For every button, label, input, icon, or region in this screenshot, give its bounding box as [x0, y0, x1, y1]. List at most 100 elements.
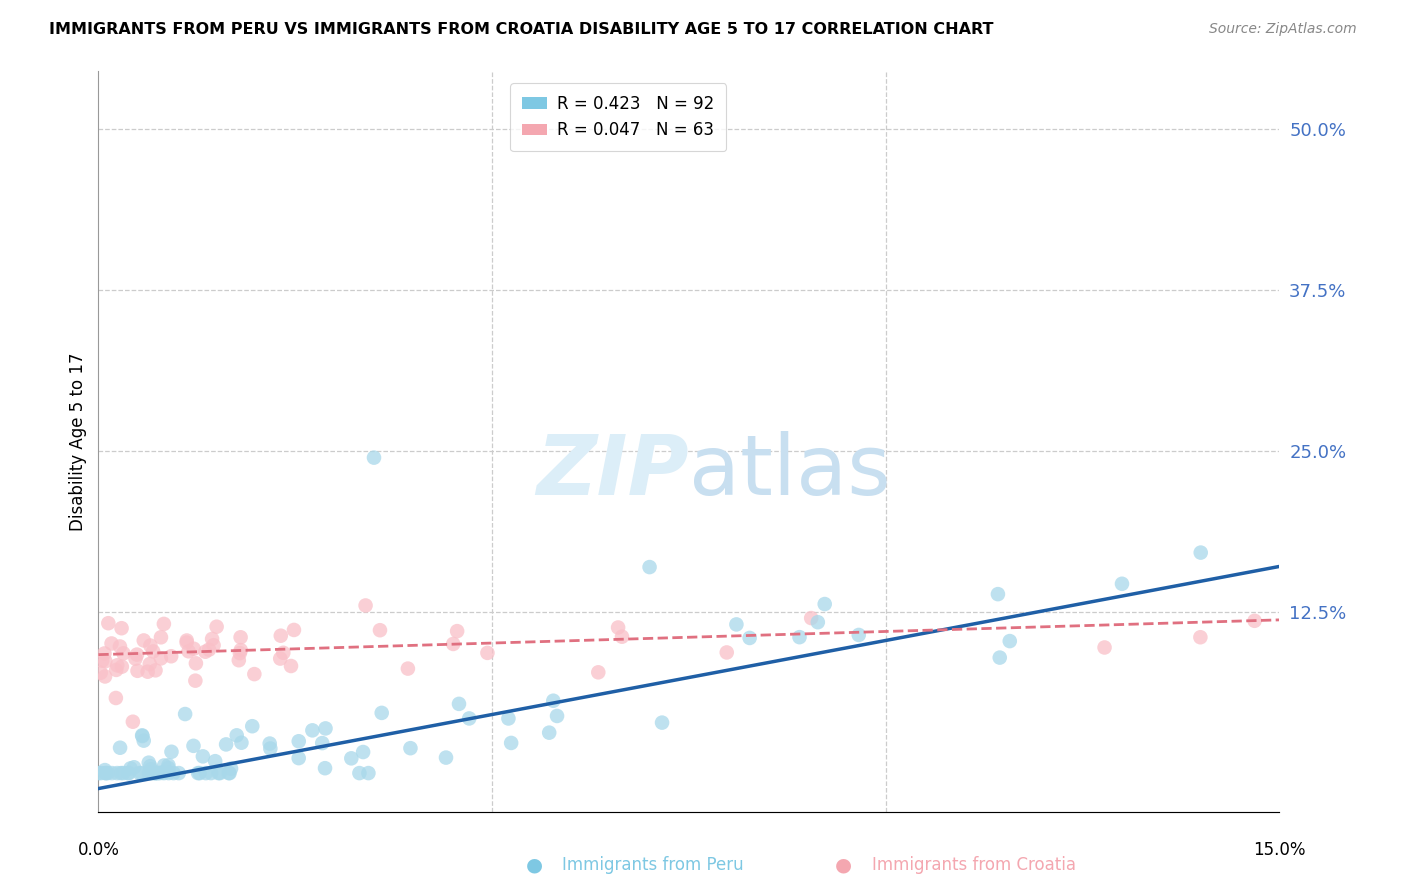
Point — [638, 560, 661, 574]
Point — [240, 719, 263, 733]
Point — [270, 629, 292, 643]
Text: IMMIGRANTS FROM PERU VS IMMIGRANTS FROM CROATIA DISABILITY AGE 5 TO 17 CORRELATI: IMMIGRANTS FROM PERU VS IMMIGRANTS FROM … — [49, 22, 994, 37]
Point — [215, 738, 238, 752]
Point — [208, 766, 231, 780]
Point — [97, 766, 120, 780]
Point — [458, 711, 481, 725]
Point — [501, 736, 523, 750]
Point — [90, 665, 112, 680]
Point — [228, 653, 250, 667]
Point — [146, 766, 169, 780]
Point — [987, 587, 1010, 601]
Point — [183, 739, 205, 753]
Point — [546, 709, 568, 723]
Point — [314, 761, 336, 775]
Point — [447, 697, 470, 711]
Point — [187, 766, 209, 780]
Point — [157, 758, 180, 772]
Point — [149, 630, 172, 644]
Point — [800, 611, 823, 625]
Point — [269, 651, 291, 665]
Point — [160, 649, 183, 664]
Point — [153, 758, 176, 772]
Text: ●: ● — [526, 855, 543, 875]
Point — [498, 711, 520, 725]
Point — [101, 766, 124, 780]
Point — [229, 643, 252, 657]
Point — [259, 741, 281, 756]
Point — [229, 646, 252, 660]
Point — [352, 745, 374, 759]
Point — [201, 632, 224, 646]
Point — [108, 640, 131, 654]
Point — [283, 623, 305, 637]
Point — [716, 645, 738, 659]
Point — [354, 599, 377, 613]
Point — [139, 762, 162, 776]
Text: ZIP: ZIP — [536, 431, 689, 512]
Point — [120, 761, 142, 775]
Text: 15.0%: 15.0% — [1253, 841, 1306, 859]
Point — [194, 645, 217, 659]
Point — [225, 728, 247, 742]
Point — [153, 616, 176, 631]
Point — [162, 766, 184, 780]
Point — [725, 617, 748, 632]
Point — [87, 766, 110, 780]
Point — [205, 620, 228, 634]
Point — [363, 450, 385, 465]
Point — [218, 766, 240, 780]
Point — [301, 723, 323, 738]
Point — [271, 646, 294, 660]
Point — [340, 751, 363, 765]
Point — [91, 654, 114, 668]
Point — [157, 766, 180, 780]
Point — [789, 630, 811, 644]
Text: ●: ● — [835, 855, 852, 875]
Point — [145, 663, 167, 677]
Point — [349, 766, 371, 780]
Point — [370, 706, 392, 720]
Point — [848, 628, 870, 642]
Point — [219, 762, 242, 776]
Point — [280, 659, 302, 673]
Point — [150, 765, 173, 780]
Point — [105, 658, 128, 673]
Point — [139, 759, 162, 773]
Point — [1189, 546, 1212, 560]
Point — [588, 665, 610, 680]
Point — [176, 635, 198, 649]
Point — [202, 638, 225, 652]
Point — [110, 621, 132, 635]
Point — [807, 615, 830, 630]
Point — [157, 761, 180, 775]
Point — [368, 624, 391, 638]
Point — [184, 657, 207, 671]
Point — [998, 634, 1021, 648]
Point — [538, 725, 561, 739]
Point — [149, 651, 172, 665]
Point — [122, 714, 145, 729]
Point — [446, 624, 468, 639]
Point — [136, 665, 159, 679]
Point — [105, 766, 128, 780]
Point — [118, 766, 141, 780]
Point — [112, 766, 135, 780]
Point — [100, 636, 122, 650]
Point — [988, 650, 1011, 665]
Point — [142, 644, 165, 658]
Point — [434, 750, 457, 764]
Point — [287, 751, 309, 765]
Point — [188, 766, 211, 780]
Point — [153, 766, 176, 780]
Point — [132, 733, 155, 747]
Point — [231, 736, 253, 750]
Point — [138, 766, 160, 780]
Point — [738, 631, 761, 645]
Point — [1094, 640, 1116, 655]
Point — [607, 620, 630, 634]
Text: Immigrants from Peru: Immigrants from Peru — [562, 856, 744, 874]
Point — [139, 639, 162, 653]
Point — [97, 616, 120, 631]
Point — [174, 706, 197, 721]
